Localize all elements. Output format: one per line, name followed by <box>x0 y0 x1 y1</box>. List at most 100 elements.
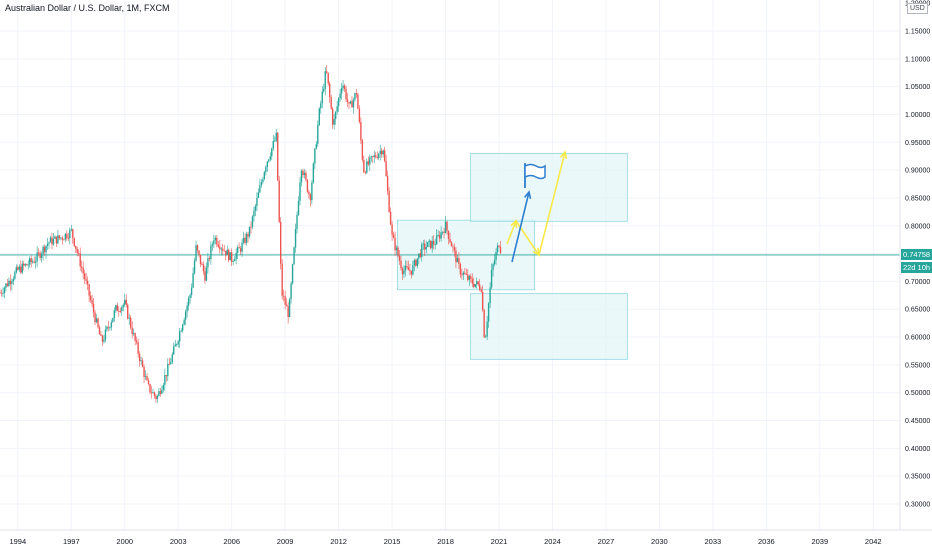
candle-body <box>20 266 22 273</box>
candle-body <box>217 244 220 247</box>
projection-yellow-path[interactable] <box>506 151 566 257</box>
candle-body <box>474 284 476 287</box>
time-tick-label: 2024 <box>544 537 561 546</box>
current-price-label: 0.74758 <box>901 249 932 261</box>
candle-body <box>141 360 144 367</box>
time-tick-label: 2018 <box>437 537 454 546</box>
drawings[interactable] <box>506 150 568 263</box>
candle-body <box>303 172 306 176</box>
candle-body <box>349 101 352 104</box>
candle-body <box>342 85 344 89</box>
candle-body <box>208 258 211 260</box>
candle-body <box>263 172 266 180</box>
time-axis[interactable]: 1994 1997 2000 2003 2006 2009 2012 2015 2018 2021… <box>9 537 881 546</box>
candle-body <box>30 258 32 262</box>
candle-body <box>355 93 358 95</box>
candle-body <box>195 245 197 261</box>
candle-body <box>12 278 15 282</box>
candle-body <box>318 108 321 125</box>
candle-body <box>179 331 181 342</box>
candle-body <box>85 279 87 281</box>
candle-body <box>453 247 456 251</box>
time-tick-label: 2036 <box>758 537 775 546</box>
candle-body <box>441 231 444 233</box>
candle-body <box>251 216 254 228</box>
candle-body <box>198 250 200 255</box>
candle-body <box>21 263 23 273</box>
candle-body <box>317 124 319 144</box>
candle-body <box>189 295 191 299</box>
candle-body <box>110 322 113 328</box>
candle-body <box>470 276 472 279</box>
candle-body <box>259 185 261 193</box>
candle-body <box>158 391 160 396</box>
candle-body <box>435 235 438 245</box>
currency-badge[interactable]: USD <box>907 3 928 14</box>
time-tick-label: 2006 <box>223 537 240 546</box>
candle-body <box>196 245 199 251</box>
candle-body <box>127 304 129 319</box>
candle-body <box>383 150 386 162</box>
candle-body <box>11 281 13 285</box>
candle-body <box>80 266 83 268</box>
candle-body <box>183 319 185 325</box>
candle-body <box>269 156 271 160</box>
zone-box[interactable] <box>470 293 628 360</box>
candle-body <box>305 172 307 180</box>
candle-body <box>422 243 424 245</box>
candle-body <box>447 230 450 239</box>
candle-body <box>177 341 179 345</box>
candle-body <box>391 224 393 235</box>
candle-body <box>23 263 25 266</box>
candle-body <box>432 240 435 245</box>
candle-body <box>366 161 368 173</box>
price-tick-label: 1.00000 <box>905 112 930 119</box>
flag-icon[interactable] <box>524 163 546 180</box>
candle-body <box>456 258 459 263</box>
candle-body <box>165 375 168 377</box>
time-tick-label: 2003 <box>170 537 187 546</box>
candle-body <box>254 205 257 211</box>
projection-blue-arrow[interactable] <box>511 191 530 263</box>
time-tick-label: 2039 <box>811 537 828 546</box>
candle-body <box>288 299 291 317</box>
zone-box[interactable] <box>470 153 628 222</box>
candle-body <box>2 293 4 294</box>
candle-body <box>260 182 263 186</box>
candle-body <box>49 237 52 243</box>
candle-body <box>0 292 1 294</box>
candle-body <box>372 156 374 158</box>
candle-body <box>370 156 372 158</box>
candle-body <box>291 264 294 284</box>
candle-body <box>287 306 289 317</box>
candle-body <box>233 259 236 262</box>
price-tick-label: 0.85000 <box>905 195 930 202</box>
candle-body <box>219 246 221 250</box>
zones <box>397 153 628 360</box>
candle-body <box>296 214 298 230</box>
candle-body <box>266 161 269 168</box>
candle-body <box>66 233 68 239</box>
time-tick-label: 2009 <box>277 537 294 546</box>
candle-body <box>78 252 80 254</box>
candle-body <box>75 245 77 249</box>
candle-body <box>262 179 264 183</box>
time-tick-label: 2012 <box>330 537 347 546</box>
candle-body <box>419 253 421 257</box>
candle-body <box>113 310 116 318</box>
candle-body <box>498 245 500 247</box>
candle-body <box>278 180 280 222</box>
candle-body <box>308 191 310 195</box>
candle-body <box>413 260 416 266</box>
candle-body <box>45 245 47 253</box>
candle-body <box>173 346 175 355</box>
candle-body <box>403 270 405 275</box>
candle-body <box>265 167 267 173</box>
time-tick-label: 2015 <box>384 537 401 546</box>
candle-body <box>72 229 74 238</box>
candle-body <box>54 236 56 239</box>
candle-body <box>57 235 59 244</box>
candle-body <box>149 383 151 393</box>
